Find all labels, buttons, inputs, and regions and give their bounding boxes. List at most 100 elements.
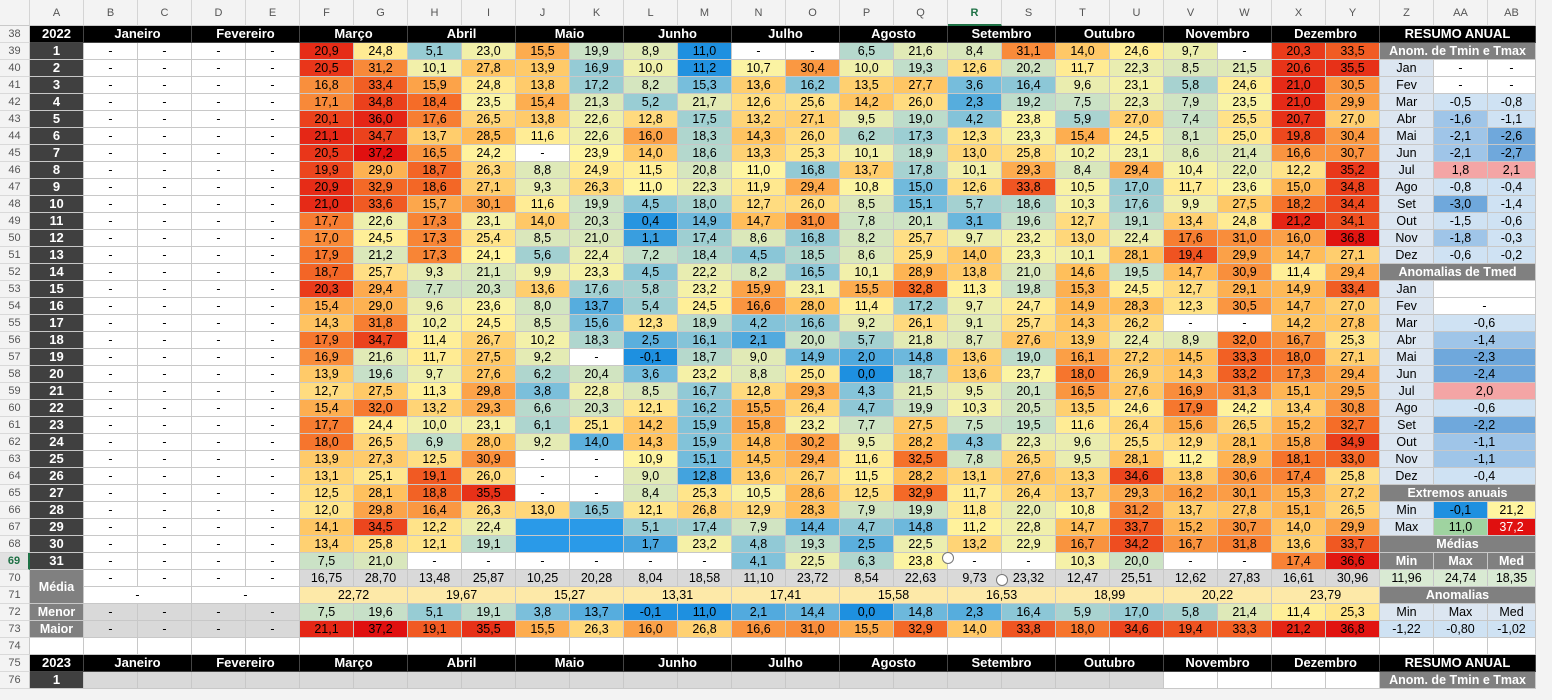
temp-cell[interactable]: - <box>138 485 192 502</box>
temp-cell[interactable]: - <box>1164 315 1218 332</box>
temp-cell[interactable]: 17,6 <box>1164 230 1218 247</box>
temp-cell[interactable]: - <box>138 502 192 519</box>
temp-cell[interactable]: - <box>1218 553 1272 570</box>
extremo-min-tmin[interactable]: -0,1 <box>1434 502 1488 519</box>
temp-cell[interactable]: 23,3 <box>1002 247 1056 264</box>
temp-cell[interactable]: 13,2 <box>732 111 786 128</box>
temp-cell[interactable]: 2,0 <box>840 349 894 366</box>
empty-cell[interactable] <box>84 638 138 655</box>
temp-cell[interactable]: 14,3 <box>300 315 354 332</box>
anomalias-header[interactable]: Med <box>1488 604 1536 621</box>
empty-cell[interactable] <box>948 638 1002 655</box>
temp-cell[interactable] <box>1218 672 1272 689</box>
temp-cell[interactable]: 29,8 <box>462 383 516 400</box>
temp-cell[interactable]: 11,4 <box>408 332 462 349</box>
maior-cell[interactable]: - <box>84 621 138 638</box>
medias-value[interactable]: 18,35 <box>1488 570 1536 587</box>
temp-cell[interactable]: - <box>246 400 300 417</box>
temp-cell[interactable]: - <box>732 43 786 60</box>
temp-cell[interactable]: - <box>192 332 246 349</box>
temp-cell[interactable]: - <box>516 145 570 162</box>
resumo-month[interactable]: Mai <box>1380 349 1434 366</box>
temp-cell[interactable]: 26,8 <box>678 502 732 519</box>
temp-cell[interactable]: - <box>138 162 192 179</box>
temp-cell[interactable]: - <box>138 298 192 315</box>
temp-cell[interactable]: - <box>408 553 462 570</box>
temp-cell[interactable]: - <box>192 400 246 417</box>
anom-tmed[interactable]: 2,0 <box>1434 383 1536 400</box>
temp-cell[interactable]: - <box>570 485 624 502</box>
temp-cell[interactable]: 20,9 <box>300 179 354 196</box>
anom-tmin[interactable]: 1,8 <box>1434 162 1488 179</box>
temp-cell[interactable]: 35,2 <box>1326 162 1380 179</box>
temp-cell[interactable]: 16,6 <box>1272 145 1326 162</box>
temp-cell[interactable]: - <box>246 315 300 332</box>
temp-cell[interactable]: 16,5 <box>570 502 624 519</box>
temp-cell[interactable]: 36,8 <box>1326 230 1380 247</box>
temp-cell[interactable]: 24,5 <box>678 298 732 315</box>
temp-cell[interactable]: - <box>138 332 192 349</box>
temp-cell[interactable]: 24,5 <box>354 230 408 247</box>
temp-cell[interactable]: 2,5 <box>840 536 894 553</box>
menor-cell[interactable]: 5,8 <box>1164 604 1218 621</box>
temp-cell[interactable]: 13,7 <box>1056 485 1110 502</box>
temp-cell[interactable]: 20,1 <box>1002 383 1056 400</box>
column-header-C[interactable]: C <box>138 0 192 26</box>
temp-cell[interactable]: 13,3 <box>732 145 786 162</box>
temp-cell[interactable]: 33,4 <box>354 77 408 94</box>
temp-cell[interactable]: 13,0 <box>516 502 570 519</box>
media-cell[interactable]: 23,32 <box>1002 570 1056 587</box>
temp-cell[interactable]: 25,7 <box>894 230 948 247</box>
empty-cell[interactable] <box>354 638 408 655</box>
temp-cell[interactable]: 14,9 <box>1272 281 1326 298</box>
empty-cell[interactable] <box>894 638 948 655</box>
temp-cell[interactable] <box>840 672 894 689</box>
column-header-W[interactable]: W <box>1218 0 1272 26</box>
temp-cell[interactable]: - <box>462 553 516 570</box>
temp-cell[interactable]: 33,5 <box>1326 43 1380 60</box>
temp-cell[interactable]: 20,8 <box>678 162 732 179</box>
empty-cell[interactable] <box>408 638 462 655</box>
temp-cell[interactable]: 12,2 <box>1272 162 1326 179</box>
resumo-month[interactable]: Jan <box>1380 60 1434 77</box>
temp-cell[interactable]: 14,7 <box>1272 298 1326 315</box>
maior-cell[interactable]: 15,5 <box>840 621 894 638</box>
temp-cell[interactable]: 12,0 <box>300 502 354 519</box>
temp-cell[interactable]: 11,0 <box>624 179 678 196</box>
temp-cell[interactable] <box>1164 672 1218 689</box>
temp-cell[interactable]: 18,7 <box>300 264 354 281</box>
temp-cell[interactable]: 22,8 <box>1002 519 1056 536</box>
temp-cell[interactable]: 27,0 <box>1326 298 1380 315</box>
resumo-month[interactable]: Mar <box>1380 315 1434 332</box>
temp-cell[interactable]: 11,6 <box>1056 417 1110 434</box>
row-header-49[interactable]: 49 <box>0 213 30 230</box>
temp-cell[interactable]: 29,4 <box>786 179 840 196</box>
temp-cell[interactable]: 32,9 <box>354 179 408 196</box>
tmed-title[interactable]: Anomalias de Tmed <box>1380 264 1536 281</box>
temp-cell[interactable]: - <box>84 349 138 366</box>
temp-cell[interactable]: 14,3 <box>1164 366 1218 383</box>
column-header-Y[interactable]: Y <box>1326 0 1380 26</box>
day-number[interactable]: 23 <box>30 417 84 434</box>
temp-cell[interactable]: 24,8 <box>462 77 516 94</box>
temp-cell[interactable]: - <box>246 366 300 383</box>
temp-cell[interactable]: - <box>246 502 300 519</box>
row-header-39[interactable]: 39 <box>0 43 30 60</box>
temp-cell[interactable]: 16,8 <box>300 77 354 94</box>
menor-cell[interactable]: - <box>138 604 192 621</box>
temp-cell[interactable]: - <box>84 60 138 77</box>
temp-cell[interactable]: 17,4 <box>1272 553 1326 570</box>
temp-cell[interactable]: 17,2 <box>894 298 948 315</box>
temp-cell[interactable]: 10,9 <box>624 451 678 468</box>
day-number[interactable]: 13 <box>30 247 84 264</box>
temp-cell[interactable]: - <box>84 400 138 417</box>
temp-cell[interactable]: 8,5 <box>516 230 570 247</box>
temp-cell[interactable]: 11,3 <box>948 281 1002 298</box>
temp-cell[interactable]: - <box>84 94 138 111</box>
temp-cell[interactable]: 29,4 <box>1326 264 1380 281</box>
temp-cell[interactable]: 9,5 <box>840 434 894 451</box>
temp-cell[interactable]: - <box>192 43 246 60</box>
temp-cell[interactable]: 25,5 <box>1110 434 1164 451</box>
temp-cell[interactable]: - <box>192 264 246 281</box>
temp-cell[interactable]: 22,3 <box>1110 94 1164 111</box>
